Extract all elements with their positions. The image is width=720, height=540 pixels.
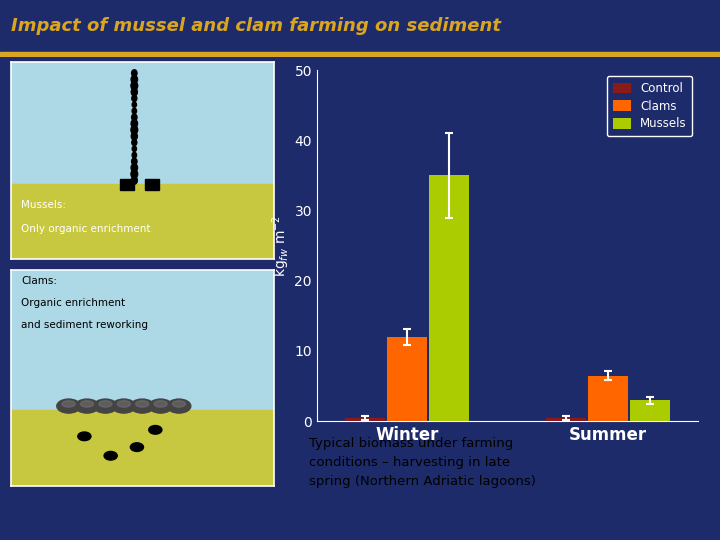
Ellipse shape bbox=[131, 132, 138, 140]
Text: Mussels:: Mussels: bbox=[22, 200, 66, 210]
Ellipse shape bbox=[62, 401, 75, 407]
Ellipse shape bbox=[132, 114, 137, 120]
Ellipse shape bbox=[131, 76, 138, 84]
Ellipse shape bbox=[154, 401, 167, 407]
Ellipse shape bbox=[172, 401, 186, 407]
Ellipse shape bbox=[99, 401, 112, 407]
Text: Typical biomass under farming
conditions – harvesting in late
spring (Northern A: Typical biomass under farming conditions… bbox=[309, 437, 536, 488]
Ellipse shape bbox=[131, 164, 138, 172]
Ellipse shape bbox=[131, 126, 138, 134]
Ellipse shape bbox=[94, 399, 117, 413]
Bar bbox=[11, 184, 274, 259]
Ellipse shape bbox=[130, 399, 154, 413]
Ellipse shape bbox=[149, 426, 162, 434]
Ellipse shape bbox=[132, 102, 137, 107]
Ellipse shape bbox=[57, 399, 81, 413]
Text: Clams:: Clams: bbox=[22, 276, 58, 287]
Ellipse shape bbox=[131, 177, 138, 184]
Bar bbox=[588, 376, 628, 421]
Bar bbox=[145, 179, 159, 190]
Bar bbox=[120, 179, 135, 190]
Ellipse shape bbox=[132, 70, 137, 77]
Ellipse shape bbox=[167, 399, 191, 413]
Bar bbox=[11, 410, 274, 486]
Text: and sediment reworking: and sediment reworking bbox=[22, 320, 148, 330]
Ellipse shape bbox=[130, 443, 143, 451]
Ellipse shape bbox=[104, 451, 117, 460]
Ellipse shape bbox=[132, 158, 137, 165]
Bar bbox=[429, 176, 469, 421]
Ellipse shape bbox=[131, 119, 138, 127]
Ellipse shape bbox=[132, 146, 137, 152]
Bar bbox=[345, 418, 385, 421]
Ellipse shape bbox=[78, 432, 91, 441]
Text: Impact of mussel and clam farming on sediment: Impact of mussel and clam farming on sed… bbox=[11, 17, 501, 35]
Text: Organic enrichment: Organic enrichment bbox=[22, 298, 125, 308]
Bar bbox=[0, 52, 720, 57]
Legend: Control, Clams, Mussels: Control, Clams, Mussels bbox=[607, 76, 693, 137]
Ellipse shape bbox=[112, 399, 135, 413]
Ellipse shape bbox=[132, 95, 137, 102]
Ellipse shape bbox=[117, 401, 130, 407]
Ellipse shape bbox=[81, 401, 94, 407]
Ellipse shape bbox=[132, 108, 137, 114]
Text: Only organic enrichment: Only organic enrichment bbox=[22, 224, 150, 234]
Ellipse shape bbox=[149, 399, 172, 413]
Ellipse shape bbox=[131, 170, 138, 178]
Ellipse shape bbox=[135, 401, 149, 407]
Ellipse shape bbox=[132, 152, 137, 158]
Ellipse shape bbox=[75, 399, 99, 413]
Ellipse shape bbox=[131, 88, 138, 96]
Bar bbox=[546, 418, 586, 421]
Y-axis label: kg$_{fw}$ m$^{-2}$: kg$_{fw}$ m$^{-2}$ bbox=[270, 214, 292, 277]
Bar bbox=[630, 400, 670, 421]
Ellipse shape bbox=[131, 82, 138, 90]
Bar bbox=[387, 337, 427, 421]
Ellipse shape bbox=[132, 139, 137, 146]
